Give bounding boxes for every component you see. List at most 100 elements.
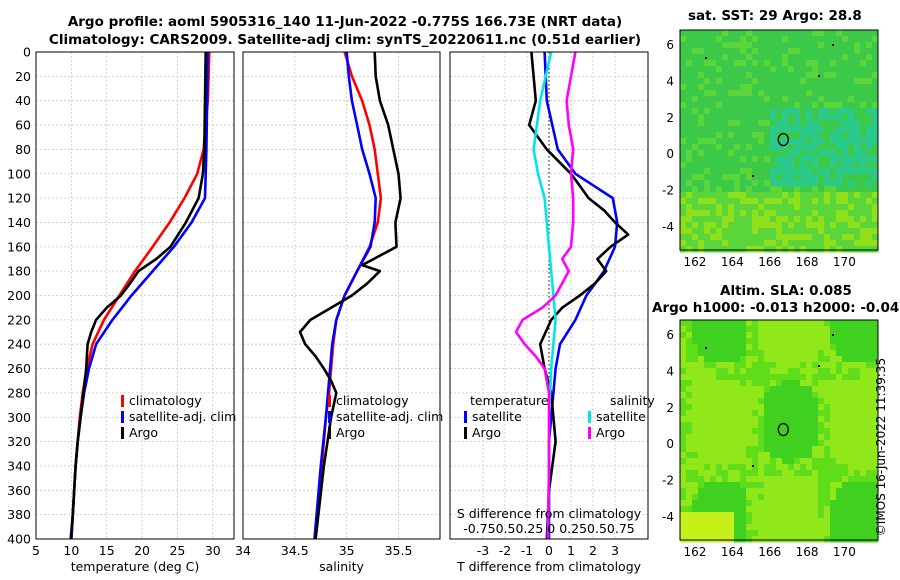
map-cell [836, 210, 843, 217]
map-cell [704, 350, 711, 357]
map-cell [770, 494, 777, 501]
map-cell [848, 530, 855, 537]
map-cell [776, 240, 783, 247]
map-cell [848, 144, 855, 151]
map-cell [812, 494, 819, 501]
map-cell [818, 500, 825, 507]
map-cell [680, 168, 687, 175]
map-cell [800, 326, 807, 333]
map-cell [818, 338, 825, 345]
map-cell [866, 48, 873, 55]
map-cell [872, 470, 879, 477]
map-cell [788, 168, 795, 175]
map-cell [728, 332, 735, 339]
map-cell [854, 338, 861, 345]
map-cell [854, 210, 861, 217]
map-cell [824, 90, 831, 97]
map-cell [872, 332, 879, 339]
map-cell [752, 204, 759, 211]
map-cell [854, 392, 861, 399]
map-cell [824, 126, 831, 133]
map-cell [716, 216, 723, 223]
map-cell [776, 488, 783, 495]
map-cell [752, 392, 759, 399]
map-cell [794, 356, 801, 363]
map-cell [746, 132, 753, 139]
map-cell [722, 156, 729, 163]
map-cell [680, 320, 687, 327]
map-cell [746, 216, 753, 223]
map-cell [842, 524, 849, 531]
map-cell [854, 512, 861, 519]
map-cell [812, 204, 819, 211]
map-cell [764, 404, 771, 411]
map-cell [770, 90, 777, 97]
map-cell [818, 446, 825, 453]
map-cell [812, 326, 819, 333]
map-cell [818, 42, 825, 49]
y-tick-label: 300 [7, 410, 31, 425]
map-cell [770, 180, 777, 187]
map-cell [836, 506, 843, 513]
map-cell [770, 72, 777, 79]
map-cell [848, 494, 855, 501]
map-cell [818, 228, 825, 235]
map-cell [770, 482, 777, 489]
map-cell [854, 240, 861, 247]
map-cell [746, 180, 753, 187]
map-cell [776, 222, 783, 229]
map-cell [866, 246, 873, 253]
map-cell [740, 488, 747, 495]
map-cell [800, 126, 807, 133]
map-cell [824, 96, 831, 103]
map-cell [812, 36, 819, 43]
map-cell [794, 216, 801, 223]
map-cell [818, 132, 825, 139]
map-cell [854, 132, 861, 139]
map-cell [692, 36, 699, 43]
map-cell [680, 180, 687, 187]
map-cell [824, 36, 831, 43]
map-cell [824, 162, 831, 169]
map-cell [830, 168, 837, 175]
map-cell [710, 458, 717, 465]
y-tick-label: 200 [7, 288, 31, 303]
map-cell [710, 500, 717, 507]
map-cell [866, 78, 873, 85]
map-cell [704, 326, 711, 333]
map-cell [698, 126, 705, 133]
map-cell [710, 174, 717, 181]
map-cell [836, 60, 843, 67]
map-cell [860, 174, 867, 181]
map-cell [806, 422, 813, 429]
map-cell [722, 398, 729, 405]
map-cell [794, 362, 801, 369]
map-cell [806, 60, 813, 67]
map-cell [734, 66, 741, 73]
map-cell [842, 66, 849, 73]
map-cell [704, 446, 711, 453]
map-cell [812, 192, 819, 199]
map-cell [686, 168, 693, 175]
map-cell [716, 440, 723, 447]
map-cell [854, 422, 861, 429]
map-cell [764, 464, 771, 471]
map-cell [806, 42, 813, 49]
map-cell [692, 392, 699, 399]
map-cell [716, 488, 723, 495]
map-cell [728, 494, 735, 501]
map-cell [872, 72, 879, 79]
map-cell [806, 356, 813, 363]
map-cell [710, 368, 717, 375]
map-cell [764, 368, 771, 375]
map-cell [752, 482, 759, 489]
map-cell [812, 240, 819, 247]
map-cell [842, 240, 849, 247]
map-cell [866, 470, 873, 477]
map-cell [818, 102, 825, 109]
map-cell [836, 518, 843, 525]
map-cell [794, 350, 801, 357]
map-cell [854, 446, 861, 453]
map-cell [794, 72, 801, 79]
map-cell [824, 132, 831, 139]
